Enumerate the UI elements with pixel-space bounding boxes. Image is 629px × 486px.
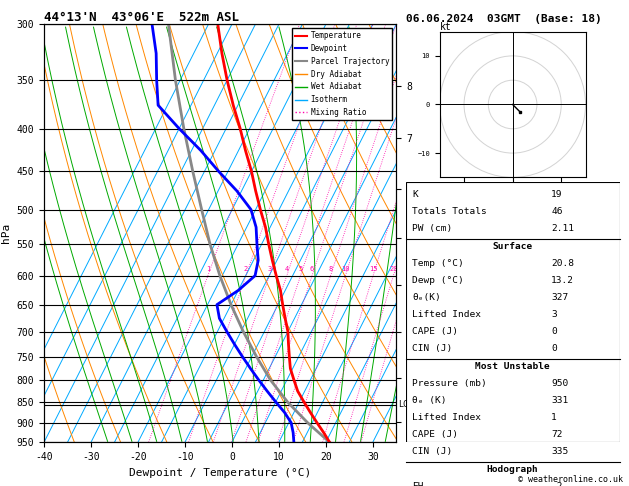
Text: 8: 8: [328, 266, 333, 272]
Text: Lifted Index: Lifted Index: [412, 310, 481, 319]
Y-axis label: hPa: hPa: [1, 223, 11, 243]
Text: 13.2: 13.2: [551, 276, 574, 285]
Text: Dewp (°C): Dewp (°C): [412, 276, 464, 285]
Text: 0: 0: [551, 345, 557, 353]
Text: 4: 4: [284, 266, 289, 272]
Text: kt: kt: [440, 21, 452, 32]
Text: 331: 331: [551, 396, 569, 405]
Text: 2.11: 2.11: [551, 225, 574, 233]
Text: 44°13'N  43°06'E  522m ASL: 44°13'N 43°06'E 522m ASL: [44, 11, 239, 24]
Text: Temp (°C): Temp (°C): [412, 259, 464, 268]
Text: LCL: LCL: [398, 400, 413, 409]
Text: Pressure (mb): Pressure (mb): [412, 379, 487, 388]
Text: 0: 0: [551, 328, 557, 336]
Text: 3: 3: [267, 266, 272, 272]
Text: Surface: Surface: [493, 242, 533, 250]
Text: θₑ(K): θₑ(K): [412, 293, 441, 302]
Text: Hodograph: Hodograph: [487, 465, 538, 474]
Text: θₑ (K): θₑ (K): [412, 396, 447, 405]
Text: 335: 335: [551, 448, 569, 456]
Text: CAPE (J): CAPE (J): [412, 430, 458, 439]
Text: 327: 327: [551, 293, 569, 302]
Text: -2: -2: [551, 482, 562, 486]
Text: 15: 15: [369, 266, 377, 272]
Text: EH: EH: [412, 482, 423, 486]
Text: 1: 1: [206, 266, 210, 272]
Text: 19: 19: [551, 190, 562, 199]
Text: CIN (J): CIN (J): [412, 345, 452, 353]
Text: 72: 72: [551, 430, 562, 439]
Text: Totals Totals: Totals Totals: [412, 207, 487, 216]
Text: 1: 1: [551, 413, 557, 422]
Text: 20: 20: [389, 266, 398, 272]
Text: 3: 3: [551, 310, 557, 319]
Y-axis label: km
ASL: km ASL: [415, 225, 437, 242]
Text: PW (cm): PW (cm): [412, 225, 452, 233]
Text: Most Unstable: Most Unstable: [476, 362, 550, 371]
Text: 06.06.2024  03GMT  (Base: 18): 06.06.2024 03GMT (Base: 18): [406, 14, 601, 24]
Text: 5: 5: [298, 266, 303, 272]
Text: 20.8: 20.8: [551, 259, 574, 268]
Text: 6: 6: [310, 266, 314, 272]
Text: Lifted Index: Lifted Index: [412, 413, 481, 422]
Legend: Temperature, Dewpoint, Parcel Trajectory, Dry Adiabat, Wet Adiabat, Isotherm, Mi: Temperature, Dewpoint, Parcel Trajectory…: [292, 28, 392, 120]
Text: 2: 2: [244, 266, 248, 272]
X-axis label: Dewpoint / Temperature (°C): Dewpoint / Temperature (°C): [129, 468, 311, 478]
Text: K: K: [412, 190, 418, 199]
Text: CAPE (J): CAPE (J): [412, 328, 458, 336]
Text: 46: 46: [551, 207, 562, 216]
Text: © weatheronline.co.uk: © weatheronline.co.uk: [518, 474, 623, 484]
Text: CIN (J): CIN (J): [412, 448, 452, 456]
Text: 950: 950: [551, 379, 569, 388]
Text: 10: 10: [341, 266, 350, 272]
